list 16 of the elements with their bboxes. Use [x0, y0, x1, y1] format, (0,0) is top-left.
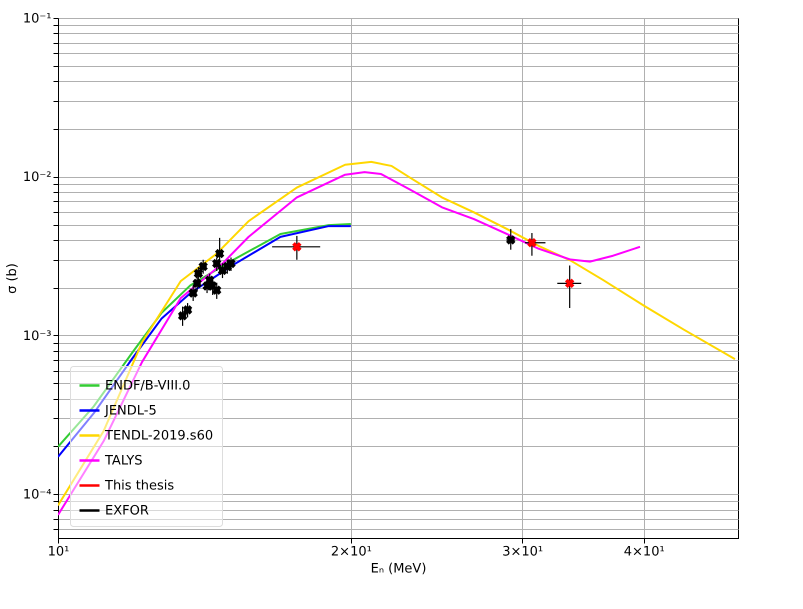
legend-label: ENDF/B-VIII.0	[105, 378, 190, 394]
y-tick-label: 10⁻²	[22, 170, 52, 186]
x-tick-label: 2×10¹	[330, 544, 372, 560]
legend-label: EXFOR	[105, 504, 149, 518]
legend-label: TALYS	[104, 454, 143, 468]
legend-label: JENDL-5	[104, 404, 157, 418]
y-tick-label: 10⁻³	[22, 328, 52, 344]
y-axis-title: σ (b)	[4, 263, 20, 294]
y-tick-label: 10⁻¹	[22, 12, 52, 26]
x-axis-title: Eₙ (MeV)	[370, 562, 426, 576]
legend-label: TENDL-2019.s60	[104, 428, 214, 444]
x-tick-label: 10¹	[48, 544, 70, 560]
x-tick-label: 4×10¹	[624, 544, 665, 560]
legend-label: This thesis	[104, 478, 174, 494]
y-tick-label: 10⁻⁴	[22, 488, 52, 503]
x-tick-label: 3×10¹	[502, 544, 544, 560]
